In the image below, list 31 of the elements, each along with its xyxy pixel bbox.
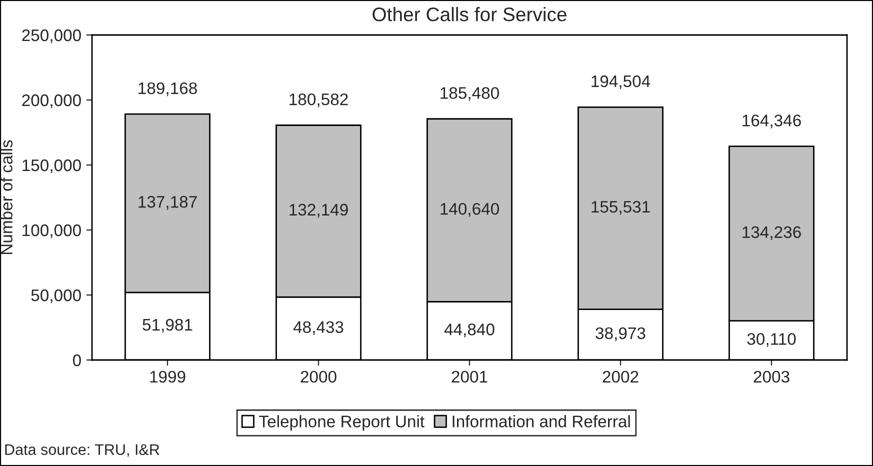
data-label: 155,531 [592,200,650,215]
data-label: 134,236 [742,226,801,240]
x-tick-label: 1999 [150,370,186,383]
x-tick-label: 2003 [754,370,790,383]
data-label: 51,981 [142,318,192,333]
data-label: 30,110 [747,333,796,347]
chart-title: Other Calls for Service [372,7,566,22]
x-tick-label: 2000 [300,370,336,383]
data-label: 38,973 [596,327,646,342]
legend-label: Telephone Report Unit [259,415,424,431]
source-note: Data source: TRU, I&R [5,444,160,457]
total-label: 185,480 [440,87,499,101]
x-tick-label: 2001 [452,370,488,383]
data-label: 137,187 [138,196,197,210]
data-label: 44,840 [444,324,494,338]
y-tick-label: 200,000 [22,94,81,108]
y-tick-label: 50,000 [31,289,81,304]
total-label: 189,168 [138,82,197,96]
data-label: 132,149 [290,204,348,218]
data-label: 48,433 [293,321,344,335]
legend-label: Information and Referral [452,415,630,428]
y-tick-label: 100,000 [22,224,81,238]
data-label: 140,640 [440,202,499,217]
total-label: 194,504 [592,75,650,90]
total-label: 164,346 [742,114,801,128]
y-tick-label: 150,000 [22,159,81,174]
y-axis-title: Number of calls [0,140,12,254]
y-tick-label: 0 [72,354,81,366]
x-tick-label: 2002 [602,370,638,383]
total-label: 180,582 [290,93,348,108]
y-tick-label: 250,000 [22,29,81,44]
